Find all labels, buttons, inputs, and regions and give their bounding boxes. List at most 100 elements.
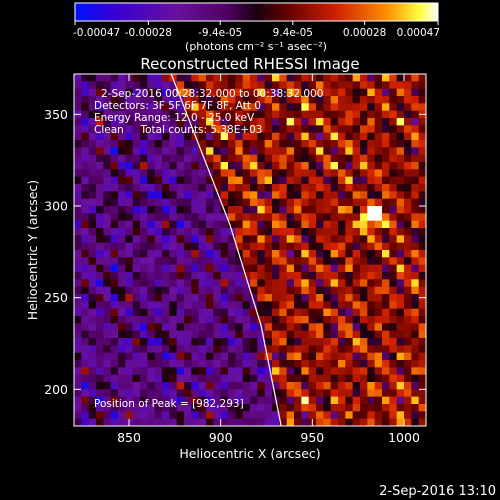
heatmap-cell: [154, 279, 163, 288]
heatmap-cell: [242, 345, 251, 354]
heatmap-cell: [132, 242, 141, 251]
heatmap-cell: [191, 74, 200, 82]
heatmap-cell: [81, 360, 90, 368]
heatmap-cell: [125, 264, 134, 273]
heatmap-cell: [396, 96, 405, 104]
heatmap-cell: [162, 242, 170, 251]
heatmap-cell: [154, 169, 163, 178]
heatmap-cell: [367, 191, 376, 200]
heatmap-cell: [264, 294, 273, 302]
heatmap-cell: [198, 294, 207, 302]
heatmap-cell: [198, 132, 207, 141]
heatmap-cell: [404, 264, 412, 273]
heatmap-cell: [279, 418, 288, 426]
heatmap-cell: [206, 228, 214, 236]
heatmap-cell: [132, 118, 141, 126]
heatmap-cell: [257, 132, 266, 141]
heatmap-cell: [235, 301, 244, 310]
heatmap-cell: [213, 360, 222, 368]
heatmap-cell: [118, 382, 126, 390]
heatmap-cell: [88, 118, 97, 126]
heatmap-cell: [316, 345, 324, 354]
heatmap-cell: [338, 316, 346, 324]
heatmap-cell: [213, 118, 222, 126]
heatmap-cell: [162, 228, 170, 236]
heatmap-cell: [301, 118, 310, 126]
heatmap-cell: [169, 367, 178, 376]
heatmap-cell: [169, 140, 178, 148]
heatmap-cell: [242, 308, 251, 317]
heatmap-cell: [169, 272, 178, 280]
heatmap-cell: [228, 272, 236, 280]
heatmap-cell: [162, 81, 170, 90]
heatmap-cell: [220, 323, 229, 332]
heatmap-cell: [140, 367, 148, 376]
heatmap-cell: [228, 279, 236, 288]
heatmap-cell: [250, 272, 258, 280]
heatmap-cell: [264, 352, 273, 361]
heatmap-cell: [220, 389, 229, 398]
heatmap-cell: [103, 213, 112, 222]
heatmap-cell: [176, 352, 185, 361]
heatmap-cell: [352, 257, 361, 266]
heatmap-cell: [411, 118, 420, 126]
heatmap-cell: [257, 125, 266, 134]
heatmap-cell: [250, 396, 258, 405]
heatmap-cell: [220, 220, 229, 229]
heatmap-cell: [228, 286, 236, 295]
heatmap-cell: [257, 169, 266, 178]
heatmap-cell: [264, 184, 273, 192]
detectors-annotation: Detectors: 3F 5F 6F 7F 8F, Att 0: [94, 100, 261, 112]
heatmap-cell: [74, 338, 82, 346]
heatmap-cell: [294, 176, 302, 185]
heatmap-cell: [286, 411, 295, 420]
heatmap-cell: [323, 206, 332, 214]
heatmap-cell: [316, 411, 324, 420]
heatmap-cell: [242, 279, 251, 288]
heatmap-cell: [110, 228, 119, 236]
heatmap-cell: [286, 242, 295, 251]
heatmap-cell: [88, 176, 97, 185]
heatmap-cell: [418, 367, 426, 376]
heatmap-cell: [103, 110, 112, 119]
heatmap-cell: [132, 264, 141, 273]
heatmap-cell: [367, 184, 376, 192]
heatmap-cell: [257, 301, 266, 310]
heatmap-cell: [118, 125, 126, 134]
heatmap-cell: [147, 360, 156, 368]
heatmap-cell: [206, 213, 214, 222]
heatmap-cell: [323, 118, 332, 126]
heatmap-cell: [338, 220, 346, 229]
heatmap-cell: [154, 345, 163, 354]
heatmap-cell: [374, 389, 383, 398]
heatmap-cell: [279, 81, 288, 90]
heatmap-cell: [316, 162, 324, 170]
heatmap-cell: [389, 330, 398, 339]
heatmap-cell: [279, 345, 288, 354]
heatmap-cell: [360, 294, 368, 302]
heatmap-cell: [367, 154, 376, 163]
heatmap-cell: [382, 118, 390, 126]
heatmap-cell: [294, 235, 302, 244]
heatmap-cell: [228, 382, 236, 390]
heatmap-cell: [367, 125, 376, 134]
heatmap-cell: [198, 360, 207, 368]
heatmap-cell: [404, 169, 412, 178]
heatmap-cell: [198, 235, 207, 244]
heatmap-cell: [147, 162, 156, 170]
heatmap-cell: [264, 418, 273, 426]
heatmap-cell: [404, 286, 412, 295]
heatmap-cell: [374, 367, 383, 376]
heatmap-cell: [235, 374, 244, 383]
heatmap-cell: [103, 367, 112, 376]
heatmap-cell: [198, 272, 207, 280]
heatmap-cell: [301, 382, 310, 390]
heatmap-cell: [411, 418, 420, 426]
heatmap-cell: [191, 242, 200, 251]
heatmap-cell: [96, 169, 104, 178]
heatmap-cell: [352, 191, 361, 200]
heatmap-cell: [169, 220, 178, 229]
heatmap-cell: [411, 389, 420, 398]
heatmap-cell: [316, 147, 324, 156]
heatmap-cell: [257, 103, 266, 112]
